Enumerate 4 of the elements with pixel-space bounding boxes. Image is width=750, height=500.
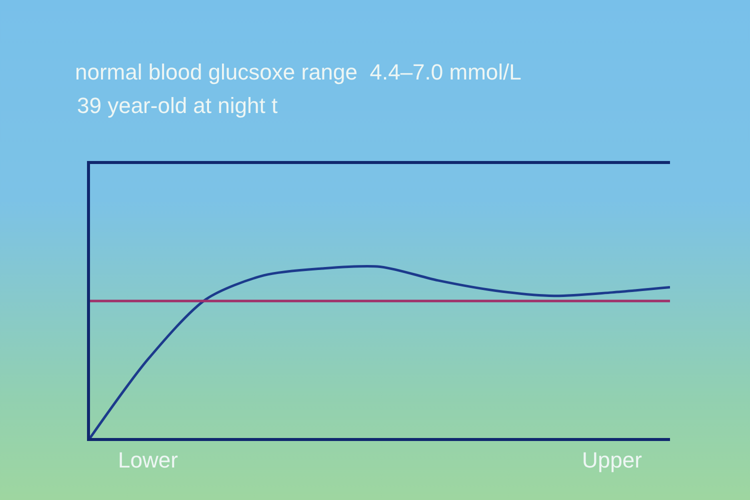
x-tick-label: Upper bbox=[582, 447, 642, 472]
chart-title: normal blood glucsoxe range 4.4–7.0 mmol/L bbox=[75, 60, 522, 85]
x-tick-label: Lower bbox=[118, 447, 178, 472]
chart-subtitle: 39 year-old at night t bbox=[77, 93, 278, 118]
